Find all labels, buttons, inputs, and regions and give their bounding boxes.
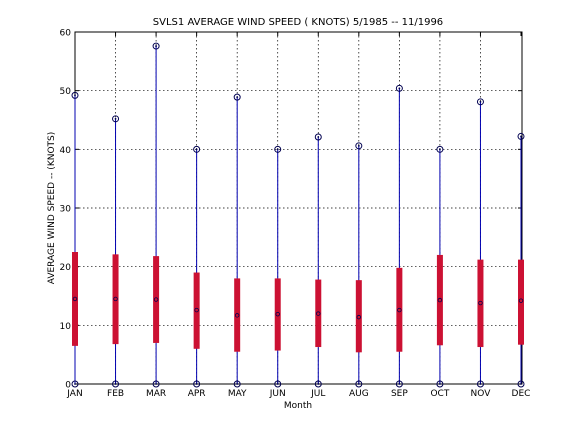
max-marker-center xyxy=(520,135,522,138)
x-tick-label: FEB xyxy=(107,389,124,399)
max-marker xyxy=(233,93,241,101)
y-axis-label: AVERAGE WIND SPEED -- (KNOTS) xyxy=(47,132,57,285)
x-tick-label: SEP xyxy=(391,389,408,399)
min-marker xyxy=(233,380,241,388)
max-marker-center xyxy=(114,117,117,120)
max-marker xyxy=(476,98,484,106)
min-marker-center xyxy=(439,383,441,385)
min-marker xyxy=(152,380,160,388)
x-tick-label: JUN xyxy=(269,389,286,399)
max-marker xyxy=(517,132,525,140)
min-marker-center xyxy=(155,383,157,385)
max-marker-center xyxy=(236,96,239,99)
max-marker-center xyxy=(74,94,76,97)
median-marker xyxy=(397,307,402,313)
min-marker xyxy=(436,380,444,388)
max-marker-center xyxy=(479,100,482,103)
median-marker xyxy=(478,300,483,306)
min-marker xyxy=(517,380,525,388)
x-tick-label: APR xyxy=(188,389,206,399)
min-marker-center xyxy=(276,383,279,385)
x-tick-label: DEC xyxy=(512,389,531,399)
chart-title: SVLS1 AVERAGE WIND SPEED ( KNOTS) 5/1985… xyxy=(153,17,443,28)
max-marker-center xyxy=(439,148,441,151)
median-marker xyxy=(275,311,280,317)
min-marker-center xyxy=(74,383,76,385)
x-tick-label: NOV xyxy=(471,389,492,399)
max-marker xyxy=(355,142,363,150)
min-marker-center xyxy=(398,383,401,385)
max-marker xyxy=(152,42,160,50)
x-axis-label: Month xyxy=(284,401,312,411)
max-marker-center xyxy=(195,148,198,151)
max-marker xyxy=(314,133,322,141)
max-marker xyxy=(436,145,444,153)
y-tick-label: 10 xyxy=(60,322,72,332)
x-axis: JAN FEB MAR APR MAY JUN JUL AUG SEP OCT NOV DEC xyxy=(66,32,530,399)
y-tick-label: 60 xyxy=(60,29,72,39)
min-marker xyxy=(355,380,363,388)
min-marker xyxy=(112,380,120,388)
median-marker xyxy=(113,296,118,302)
min-marker xyxy=(395,380,403,388)
y-tick-label: 30 xyxy=(60,205,72,215)
min-marker-center xyxy=(520,383,522,385)
median-marker xyxy=(153,297,159,302)
min-marker-center xyxy=(195,383,198,385)
box-layer xyxy=(71,42,525,388)
max-marker-center xyxy=(357,144,360,147)
median-marker xyxy=(194,307,199,313)
min-marker xyxy=(476,380,484,388)
median-marker xyxy=(437,297,443,303)
median-marker xyxy=(72,296,78,302)
max-marker xyxy=(112,115,120,123)
median-marker xyxy=(234,313,240,318)
max-marker-center xyxy=(155,45,157,47)
median-marker xyxy=(316,311,321,316)
x-tick-label: MAR xyxy=(146,389,166,399)
x-tick-label: AUG xyxy=(349,389,369,399)
y-tick-label: 40 xyxy=(60,146,72,156)
min-marker-center xyxy=(114,383,117,385)
max-marker xyxy=(193,145,201,153)
min-marker xyxy=(71,380,79,388)
min-marker-center xyxy=(317,383,320,385)
min-marker xyxy=(274,380,282,388)
min-marker-center xyxy=(236,383,239,385)
max-marker-center xyxy=(398,87,401,90)
y-tick-label: 50 xyxy=(60,87,72,97)
min-marker xyxy=(193,380,201,388)
x-tick-label: OCT xyxy=(430,389,449,399)
median-marker xyxy=(518,298,524,303)
min-marker xyxy=(314,380,322,388)
x-tick-label: MAY xyxy=(228,389,247,399)
x-tick-label: JAN xyxy=(66,389,82,399)
max-marker-center xyxy=(317,136,320,138)
min-marker-center xyxy=(357,383,360,385)
x-tick-label: JUL xyxy=(310,389,325,399)
max-marker-center xyxy=(276,148,279,151)
y-tick-label: 0 xyxy=(65,381,71,391)
max-marker xyxy=(395,84,403,92)
y-tick-label: 20 xyxy=(60,263,72,273)
min-marker-center xyxy=(479,383,482,385)
median-marker xyxy=(356,314,362,320)
max-marker xyxy=(274,145,282,153)
max-marker xyxy=(71,91,79,99)
